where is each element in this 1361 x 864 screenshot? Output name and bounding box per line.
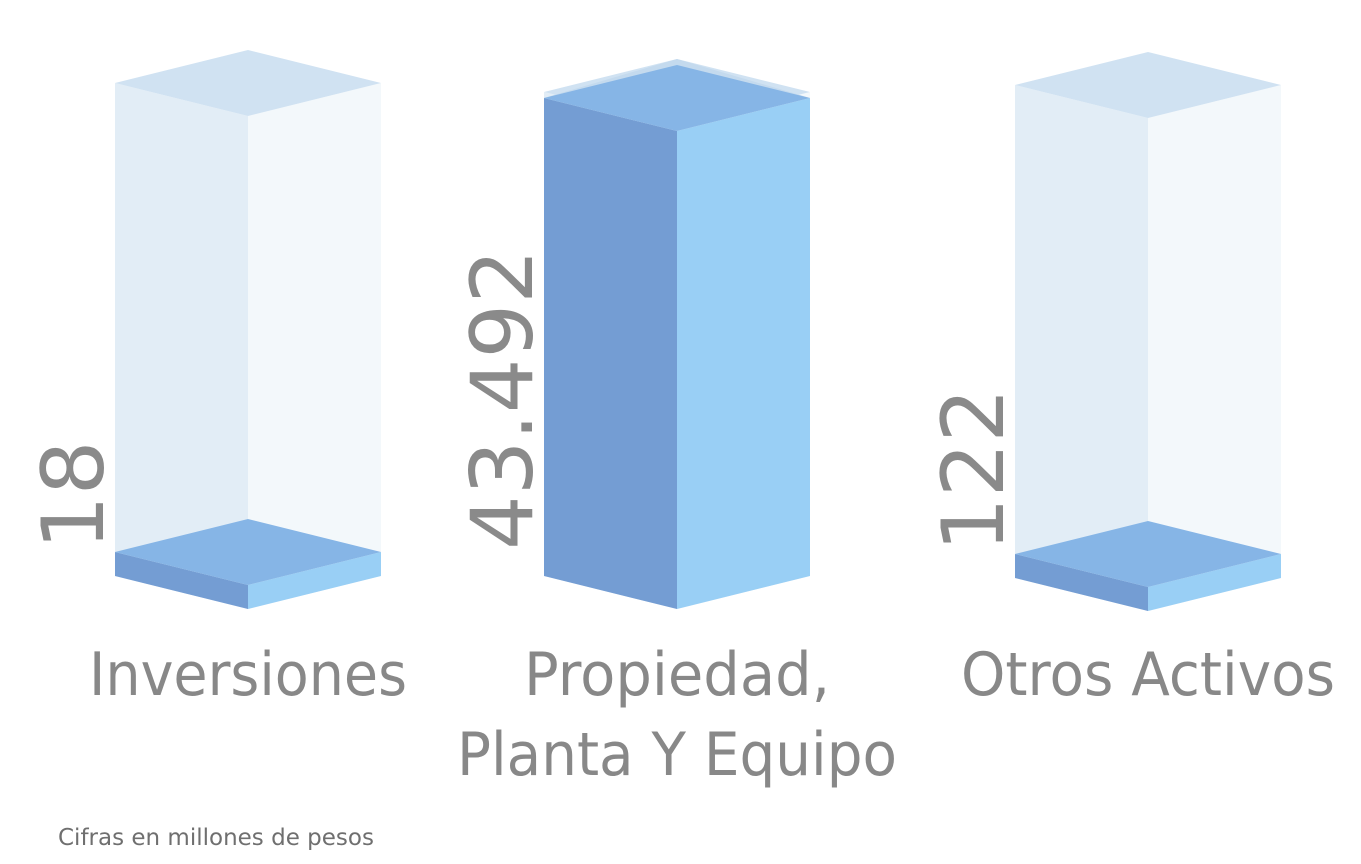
value-label-2: 43.492 (453, 249, 553, 550)
bar-2-left-face (544, 98, 677, 609)
bar-2-right-face (677, 98, 810, 609)
bar-3-ghost-right-face (1148, 85, 1281, 611)
value-label-3: 122 (924, 388, 1024, 552)
footnote: Cifras en millones de pesos (58, 825, 374, 851)
category-label-1: Inversiones (89, 640, 407, 710)
bar-1-left-face (115, 552, 248, 609)
bar-1-ghost-left-face (115, 83, 248, 609)
bar-1-ghost-top-face (115, 50, 381, 116)
bar-3-left-face (1015, 554, 1148, 611)
bar-1-right-face (248, 552, 381, 609)
bar-3-top-face (1015, 521, 1281, 587)
bars-layer (115, 50, 1281, 611)
labels-layer: 18 Inversiones 43.492 Propiedad, Planta Y Eq… (24, 249, 1335, 790)
category-label-3: Otros Activos (961, 640, 1335, 710)
bar-3-right-face (1148, 554, 1281, 611)
bar-2-top-face (544, 65, 810, 131)
value-label-1: 18 (24, 441, 124, 550)
bar-1-ghost-right-face (248, 83, 381, 609)
bar-1-top-face (115, 519, 381, 585)
category-label-2-line-1: Propiedad, (524, 640, 830, 710)
bar-3-ghost-top-face (1015, 52, 1281, 118)
bar-3-ghost-left-face (1015, 85, 1148, 611)
category-label-2-line-2: Planta Y Equipo (457, 720, 897, 790)
